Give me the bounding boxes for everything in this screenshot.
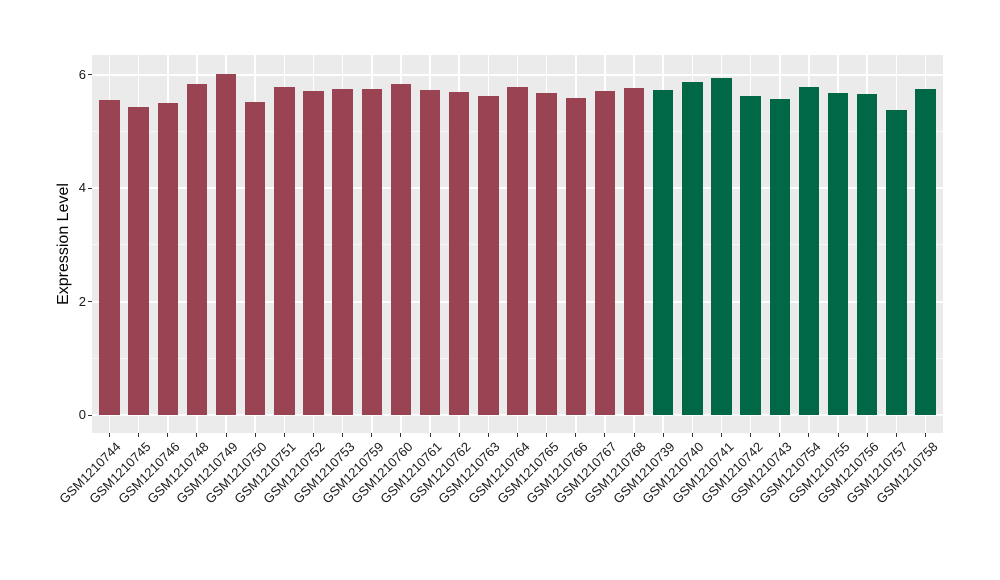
bar-GSM1210759	[361, 88, 382, 415]
x-tick-mark	[779, 433, 781, 437]
x-tick-mark	[487, 433, 489, 437]
y-tick-label: 2	[78, 293, 86, 309]
bar-GSM1210744	[99, 100, 120, 415]
bar-GSM1210742	[740, 95, 761, 415]
x-tick-mark	[721, 433, 722, 437]
x-tick-mark	[283, 433, 285, 437]
bar-GSM1210760	[390, 84, 412, 415]
y-tick-mark	[88, 301, 92, 303]
bar-GSM1210756	[857, 94, 878, 415]
bar-GSM1210767	[594, 90, 616, 415]
bar-GSM1210763	[478, 95, 499, 415]
x-tick-mark	[196, 433, 198, 437]
bar-GSM1210746	[157, 102, 178, 415]
bar-GSM1210761	[419, 89, 441, 415]
plot-panel	[92, 55, 943, 433]
bar-GSM1210745	[128, 106, 149, 415]
x-tick-mark	[633, 433, 635, 437]
bar-GSM1210743	[769, 99, 790, 415]
x-tick-mark	[750, 433, 752, 437]
bar-GSM1210766	[565, 97, 586, 415]
bar-GSM1210764	[507, 86, 528, 415]
gridline-major	[92, 73, 943, 76]
x-tick-mark	[108, 433, 110, 437]
x-tick-mark	[458, 433, 460, 437]
x-tick-mark	[254, 433, 256, 437]
x-tick-mark	[925, 433, 926, 437]
x-tick-mark	[167, 433, 169, 437]
bar-GSM1210754	[798, 87, 820, 415]
bar-GSM1210768	[623, 88, 645, 415]
y-tick-label: 6	[78, 66, 86, 82]
x-tick-mark	[517, 433, 518, 437]
x-tick-mark	[342, 433, 344, 437]
x-tick-mark	[138, 433, 140, 437]
bar-GSM1210755	[827, 93, 849, 415]
bar-GSM1210741	[711, 77, 732, 415]
bar-GSM1210751	[274, 86, 295, 415]
bar-GSM1210752	[303, 90, 324, 415]
x-tick-mark	[371, 433, 373, 437]
x-tick-mark	[546, 433, 548, 437]
y-tick-label: 4	[78, 180, 86, 196]
gridline-major	[92, 414, 943, 416]
bar-GSM1210740	[682, 82, 703, 415]
bar-GSM1210757	[886, 109, 907, 415]
y-axis-title: Expression Level	[55, 183, 72, 305]
x-tick-mark	[837, 433, 839, 437]
y-tick-mark	[88, 414, 92, 416]
bar-GSM1210758	[915, 89, 936, 415]
bar-GSM1210753	[332, 89, 353, 415]
x-tick-mark	[312, 433, 314, 437]
y-tick-mark	[88, 187, 92, 189]
bar-GSM1210749	[215, 73, 237, 415]
x-tick-mark	[604, 433, 606, 437]
x-tick-mark	[662, 433, 664, 437]
x-tick-mark	[866, 433, 868, 437]
x-tick-mark	[575, 433, 577, 437]
bar-GSM1210748	[186, 84, 208, 415]
x-tick-mark	[895, 433, 897, 437]
x-tick-mark	[429, 433, 431, 437]
y-tick-mark	[88, 74, 92, 76]
x-tick-mark	[225, 433, 227, 437]
bar-GSM1210765	[536, 92, 557, 415]
y-tick-label: 0	[78, 407, 86, 422]
x-tick-mark	[691, 433, 693, 437]
x-tick-mark	[808, 433, 810, 437]
bar-GSM1210750	[245, 101, 266, 415]
bar-GSM1210762	[449, 91, 470, 415]
bar-GSM1210739	[653, 90, 674, 415]
x-tick-mark	[400, 433, 402, 437]
